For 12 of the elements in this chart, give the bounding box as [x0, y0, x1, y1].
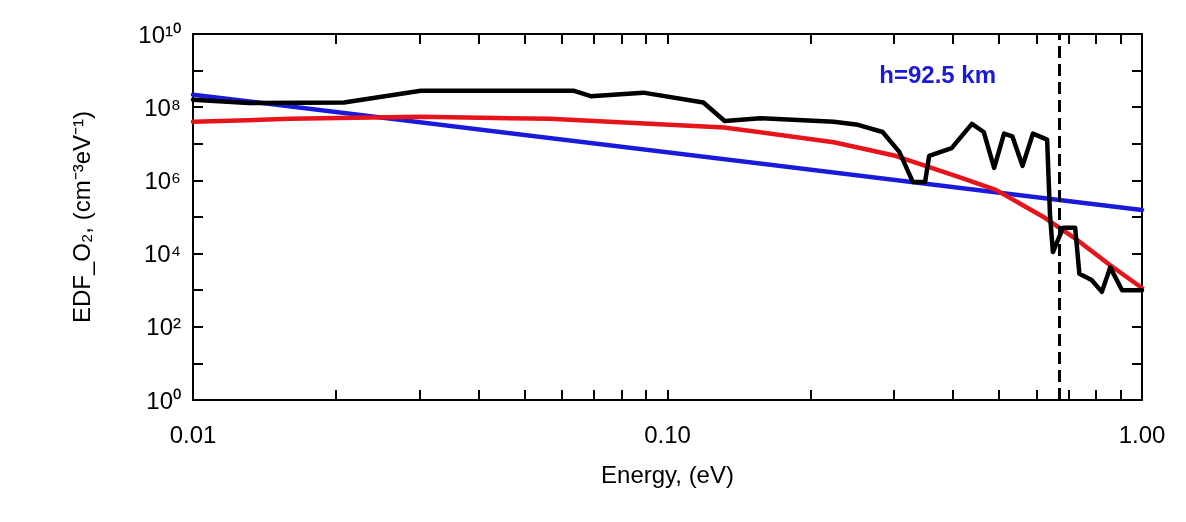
x-tick-label: 0.10	[644, 420, 691, 448]
y-tick-label: 10⁴	[143, 240, 181, 268]
annotation: h=92.5 km	[879, 60, 997, 88]
y-tick-label: 10¹⁰	[138, 20, 181, 48]
y-tick-label: 10⁶	[144, 166, 181, 194]
y-tick-label: 10⁸	[144, 93, 181, 121]
y-tick-label: 10²	[146, 313, 182, 341]
x-tick-label: 0.01	[169, 420, 217, 448]
x-axis-title: Energy, (eV)	[601, 460, 734, 488]
y-tick-label: 10⁰	[146, 386, 181, 414]
x-tick-label: 1.00	[1118, 420, 1166, 448]
y-axis-title: EDF_O₂, (cm⁻³eV⁻¹)	[67, 111, 95, 323]
